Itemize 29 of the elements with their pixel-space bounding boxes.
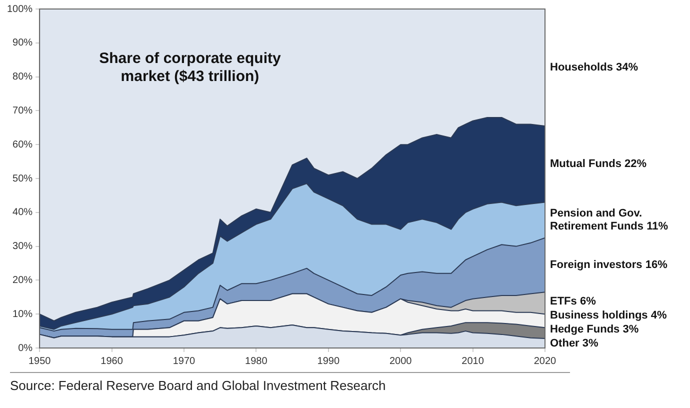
x-tick-label: 2000 bbox=[389, 356, 412, 367]
text: Share of corporate equity market ($43 trillion) bbox=[98, 50, 282, 86]
series-label: Mutual Funds 22% bbox=[550, 158, 647, 170]
source-note: Source: Federal Reserve Board and Global Investment Research bbox=[10, 378, 387, 393]
x-tick-label: 1970 bbox=[172, 356, 196, 367]
y-tick-label: 100% bbox=[7, 4, 33, 15]
y-tick-label: 20% bbox=[12, 274, 33, 286]
series-label: Hedge Funds 3% bbox=[550, 323, 639, 336]
x-tick-label: 2010 bbox=[462, 356, 484, 367]
y-tick-label: 60% bbox=[12, 139, 33, 150]
x-tick-label: 1950 bbox=[28, 356, 52, 367]
series-label: Households 34% bbox=[550, 62, 638, 74]
y-tick-label: 0% bbox=[18, 342, 33, 354]
y-tick-label: 10% bbox=[12, 308, 33, 320]
series-label: Business holdings 4% bbox=[550, 309, 667, 322]
y-tick-label: 40% bbox=[12, 207, 33, 218]
y-tick-label: 30% bbox=[12, 241, 33, 252]
x-tick-label: 1960 bbox=[100, 356, 124, 367]
series-label: Pension and Gov. Retirement Funds 11% bbox=[550, 208, 668, 233]
y-tick-label: 50% bbox=[12, 173, 33, 184]
y-tick-label: 90% bbox=[12, 38, 33, 49]
x-tick-label: 1990 bbox=[317, 356, 340, 367]
y-tick-label: 70% bbox=[12, 105, 33, 116]
x-tick-label: 1980 bbox=[245, 356, 268, 367]
series-label: Foreign investors 16% bbox=[550, 258, 668, 271]
series-label: Other 3% bbox=[550, 337, 599, 350]
x-tick-label: 2020 bbox=[534, 356, 557, 367]
y-tick-label: 80% bbox=[12, 72, 33, 83]
series-label: ETFs 6% bbox=[550, 295, 596, 308]
